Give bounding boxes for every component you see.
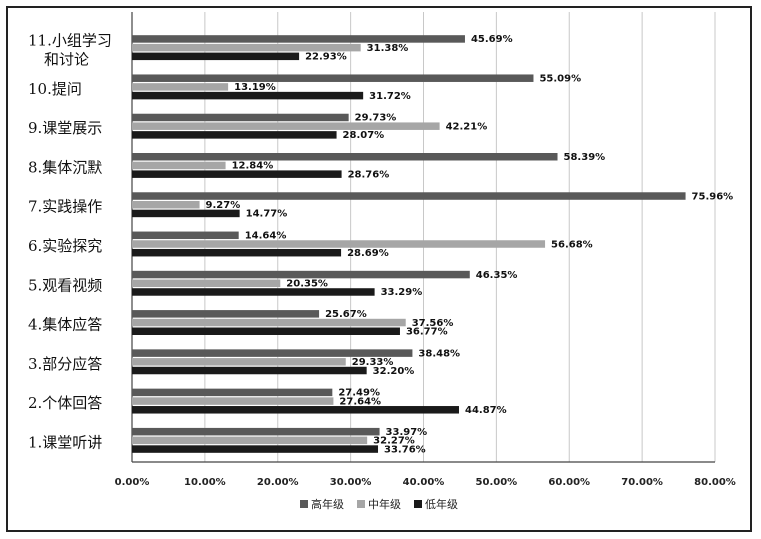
category-label: 11.小组学习 xyxy=(28,32,112,50)
data-label: 33.29% xyxy=(381,287,423,298)
category-label: 10.提问 xyxy=(28,80,82,98)
data-label: 28.07% xyxy=(343,130,385,141)
bar xyxy=(132,397,334,405)
data-label: 25.67% xyxy=(325,309,367,320)
x-tick-label: 70.00% xyxy=(621,477,663,488)
bar xyxy=(132,231,239,240)
bar xyxy=(132,248,342,257)
bar xyxy=(132,83,229,91)
data-label: 33.76% xyxy=(384,444,426,455)
legend-swatch xyxy=(300,500,308,508)
data-label: 14.64% xyxy=(245,231,287,242)
bar xyxy=(132,240,546,248)
category-label: 7.实践操作 xyxy=(28,198,102,216)
bar xyxy=(132,270,470,279)
data-label: 27.49% xyxy=(338,388,380,399)
category-label: 1.课堂听讲 xyxy=(28,433,102,451)
data-label: 29.73% xyxy=(355,113,397,124)
bar xyxy=(132,200,200,209)
x-tick-label: 30.00% xyxy=(330,477,372,488)
bar xyxy=(132,406,459,414)
x-tick-label: 0.00% xyxy=(115,477,150,488)
bar xyxy=(132,427,380,436)
data-label: 46.35% xyxy=(476,270,518,281)
x-tick-label: 40.00% xyxy=(403,477,445,488)
data-label: 22.93% xyxy=(305,52,347,63)
x-tick-label: 20.00% xyxy=(257,477,299,488)
category-label: 9.课堂展示 xyxy=(28,119,102,137)
legend-label: 中年级 xyxy=(368,497,401,511)
data-label: 28.76% xyxy=(348,169,390,180)
data-label: 27.64% xyxy=(339,396,381,407)
bar xyxy=(132,209,240,218)
bar xyxy=(132,52,300,61)
data-label: 31.38% xyxy=(367,43,409,54)
legend-swatch xyxy=(357,500,365,508)
data-label: 56.68% xyxy=(551,239,593,250)
x-tick-label: 10.00% xyxy=(184,477,226,488)
legend-swatch xyxy=(414,500,422,508)
x-tick-label: 50.00% xyxy=(476,477,518,488)
bar xyxy=(132,310,320,318)
legend-label: 低年级 xyxy=(425,497,458,511)
data-label: 75.96% xyxy=(692,191,734,202)
data-label: 33.97% xyxy=(386,427,428,438)
data-label: 28.69% xyxy=(347,248,389,259)
bar xyxy=(132,35,465,43)
bar xyxy=(132,366,367,375)
bar xyxy=(132,131,337,139)
data-label: 29.33% xyxy=(352,357,394,368)
category-label: 2.个体回答 xyxy=(28,394,102,412)
data-label: 37.56% xyxy=(412,318,454,329)
bar xyxy=(132,161,226,170)
category-label: 8.集体沉默 xyxy=(28,158,102,176)
bar xyxy=(132,153,558,161)
bar xyxy=(132,74,534,82)
data-label: 32.20% xyxy=(373,366,415,377)
category-label: 5.观看视频 xyxy=(28,276,102,294)
bar xyxy=(132,122,440,130)
bar xyxy=(132,170,342,178)
data-label: 20.35% xyxy=(286,279,328,290)
bar xyxy=(132,318,406,327)
chart-frame xyxy=(6,6,752,532)
data-label: 13.19% xyxy=(234,82,276,93)
bar xyxy=(132,91,364,100)
bar xyxy=(132,113,349,122)
data-label: 9.27% xyxy=(206,200,241,211)
data-label: 58.39% xyxy=(564,152,606,163)
bar xyxy=(132,43,361,52)
bar xyxy=(132,349,413,357)
data-label: 31.72% xyxy=(369,91,411,102)
data-label: 14.77% xyxy=(246,209,288,220)
bar xyxy=(132,279,281,288)
bar xyxy=(132,288,375,296)
bar xyxy=(132,327,400,335)
category-label: 3.部分应答 xyxy=(28,355,102,373)
data-label: 36.77% xyxy=(406,326,448,337)
category-label: 和讨论 xyxy=(44,51,89,69)
bar xyxy=(132,445,379,453)
bar xyxy=(132,192,686,200)
category-label: 4.集体应答 xyxy=(28,316,102,334)
bar xyxy=(132,358,346,366)
bar xyxy=(132,436,368,445)
x-tick-label: 60.00% xyxy=(548,477,590,488)
x-tick-label: 80.00% xyxy=(694,477,736,488)
data-label: 32.27% xyxy=(373,436,415,447)
data-label: 38.48% xyxy=(418,348,460,359)
legend-label: 高年级 xyxy=(311,497,344,511)
category-label: 6.实验探究 xyxy=(28,237,102,255)
data-label: 44.87% xyxy=(465,405,507,416)
bar xyxy=(132,388,333,397)
data-label: 45.69% xyxy=(471,34,513,45)
data-label: 42.21% xyxy=(446,121,488,132)
data-label: 55.09% xyxy=(539,73,581,84)
data-label: 12.84% xyxy=(232,161,274,172)
